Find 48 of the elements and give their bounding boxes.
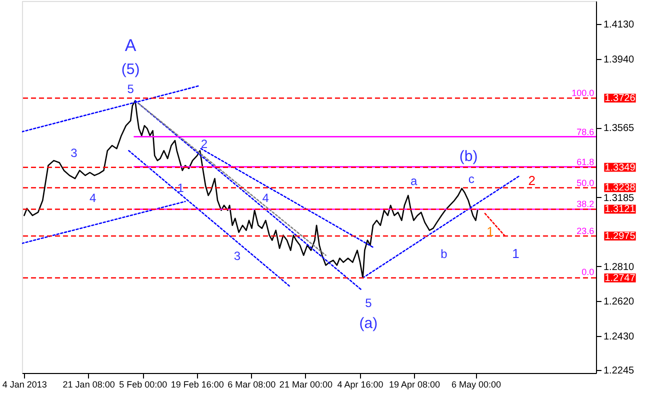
- y-tick-label: 1.2245: [604, 366, 635, 377]
- ref-line-label: 1.3121: [604, 204, 636, 216]
- x-tick-label: 6 Mar 08:00: [228, 380, 276, 390]
- annotation: 61.8: [576, 157, 594, 167]
- annotation: 2: [200, 137, 208, 151]
- y-tick-label: 1.3565: [604, 123, 635, 134]
- y-tick-label: 1.4130: [604, 19, 635, 30]
- annotation: A: [124, 36, 137, 55]
- x-tick-label: 6 May 00:00: [451, 380, 501, 390]
- ref-line-label: 1.3238: [604, 182, 636, 194]
- y-tick-label: 1.2620: [604, 296, 635, 308]
- y-tick-label: 1.2810: [604, 262, 635, 273]
- x-tick-label: 5 Feb 00:00: [119, 380, 168, 390]
- annotation: 50.0: [576, 178, 594, 188]
- annotation: 4: [89, 191, 96, 205]
- annotation: 2: [528, 173, 536, 188]
- annotation: 1: [486, 224, 494, 239]
- ref-line-label: 1.3726: [604, 93, 636, 104]
- annotation: 100.0: [572, 88, 594, 98]
- x-tick-label: 21 Mar 00:00: [279, 380, 332, 390]
- annotation: 5: [127, 82, 134, 96]
- annotation: (a): [359, 315, 378, 332]
- x-tick-label: 19 Feb 16:00: [170, 380, 224, 390]
- annotation: (5): [121, 61, 140, 78]
- annotation: 1: [512, 246, 520, 261]
- x-tick-label: 4 Jan 2013: [2, 380, 47, 390]
- annotation: 78.6: [576, 127, 594, 137]
- x-tick-label: 4 Apr 16:00: [337, 380, 384, 390]
- annotation: (b): [459, 148, 478, 165]
- annotation: a: [410, 174, 418, 188]
- ref-line-label: 1.3349: [604, 162, 636, 174]
- annotation: b: [440, 247, 448, 261]
- x-tick-label: 21 Jan 08:00: [62, 380, 115, 390]
- annotation: 38.2: [576, 199, 594, 209]
- y-tick-label: 1.3940: [604, 54, 635, 66]
- annotation: 0.0: [582, 267, 594, 277]
- y-tick-label: 1.2430: [604, 332, 635, 343]
- ref-line-label: 1.2747: [604, 272, 636, 284]
- y-tick-label: 1.3185: [604, 192, 635, 204]
- annotation: 4: [262, 191, 270, 205]
- annotation: c: [468, 172, 474, 186]
- annotation: 3: [234, 249, 241, 263]
- annotation: 5: [365, 296, 372, 310]
- ref-line-label: 1.2975: [604, 231, 636, 242]
- annotation: 23.6: [576, 226, 594, 236]
- annotation: 1: [177, 181, 184, 195]
- x-tick-label: 19 Apr 08:00: [389, 380, 440, 390]
- annotation: 3: [70, 146, 78, 160]
